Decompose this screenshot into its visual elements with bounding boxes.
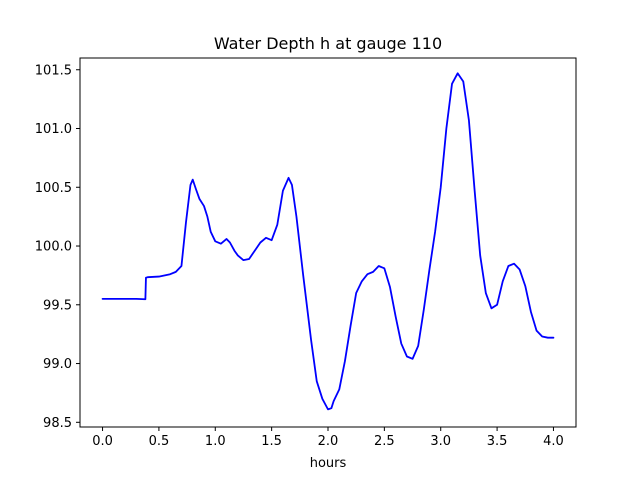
plot-area-frame	[79, 57, 577, 428]
y-tick-label: 101.0	[35, 122, 72, 137]
x-tick-label: 3.0	[430, 434, 451, 449]
x-tick-label: 1.0	[205, 434, 226, 449]
y-tick-label: 101.5	[35, 63, 72, 78]
y-tick-label: 100.5	[35, 181, 72, 196]
x-tick-label: 0.0	[92, 434, 113, 449]
x-axis-ticks: 0.0 0.5 1.0 1.5 2.0 2.5 3.0 3.5 4.0	[92, 427, 564, 449]
x-tick-label: 1.5	[261, 434, 282, 449]
chart-title: Water Depth h at gauge 110	[214, 34, 442, 53]
series-line	[101, 72, 555, 411]
x-tick-label: 3.5	[487, 434, 508, 449]
y-tick-label: 99.0	[43, 357, 72, 372]
y-axis-ticks: 98.5 99.0 99.5 100.0 100.5 101.0 101.5	[35, 63, 80, 431]
y-tick-label: 100.0	[35, 240, 72, 255]
x-tick-label: 2.0	[318, 434, 339, 449]
y-tick-label: 98.5	[43, 416, 72, 431]
y-tick-label: 99.5	[43, 298, 72, 313]
x-axis-label: hours	[310, 456, 347, 471]
x-tick-label: 4.0	[543, 434, 564, 449]
x-tick-label: 2.5	[374, 434, 395, 449]
series-group	[101, 72, 555, 411]
x-tick-label: 0.5	[149, 434, 170, 449]
